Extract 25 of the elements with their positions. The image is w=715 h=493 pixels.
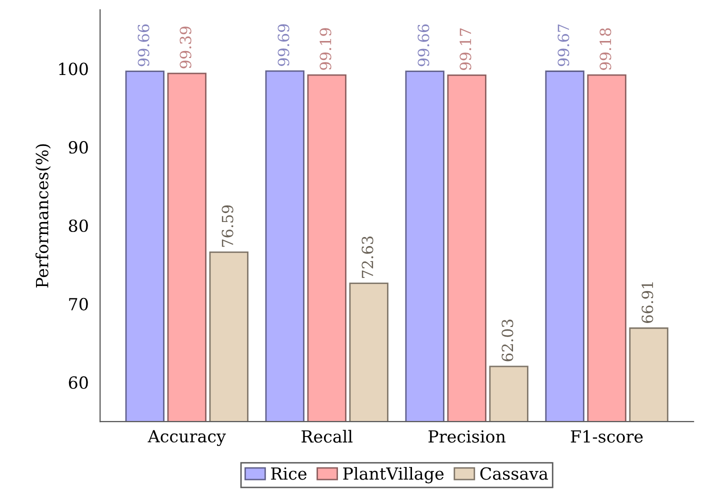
y-axis-title: Performances(%) xyxy=(35,144,51,288)
legend-label: Rice xyxy=(271,467,306,480)
data-label: 72.63 xyxy=(362,236,374,278)
y-tick-label: 90 xyxy=(68,141,88,154)
legend-label: PlantVillage xyxy=(343,466,444,484)
x-tick-label: F1-score xyxy=(570,430,643,443)
x-tick-label: Recall xyxy=(302,430,353,443)
y-tick-label: 70 xyxy=(69,298,88,310)
data-label: 99.17 xyxy=(460,28,472,70)
data-label: 99.69 xyxy=(278,24,290,66)
data-label: 62.03 xyxy=(502,320,514,362)
y-tick-label: 60 xyxy=(68,376,88,389)
data-label: 99.66 xyxy=(138,24,150,66)
data-label: 99.67 xyxy=(558,24,570,66)
data-label: 76.59 xyxy=(222,205,234,247)
y-tick-label: 100 xyxy=(59,62,88,76)
legend-label: Cassava xyxy=(480,467,548,480)
y-tick-label: 80 xyxy=(68,219,88,232)
data-label: 99.39 xyxy=(180,26,192,68)
data-label: 99.66 xyxy=(418,24,430,66)
x-tick-label: Accuracy xyxy=(148,430,226,446)
data-label: 99.19 xyxy=(320,28,332,70)
x-tick-label: Precision xyxy=(428,430,506,443)
data-label: 66.91 xyxy=(642,282,654,323)
data-label: 99.18 xyxy=(600,28,612,70)
